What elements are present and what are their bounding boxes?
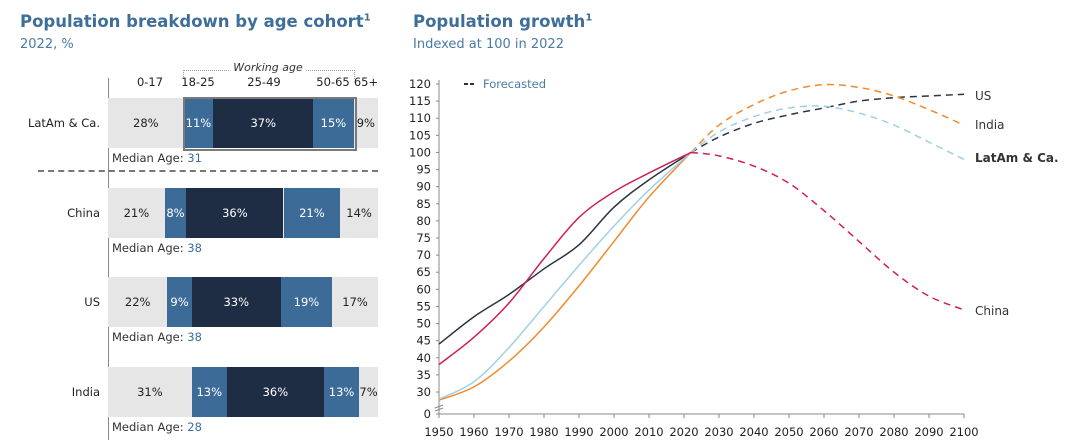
x-tick-label: 1970 xyxy=(494,425,523,439)
right-subtitle: Indexed at 100 in 2022 xyxy=(413,37,564,52)
bar-segment-25-49: 36% xyxy=(186,188,284,238)
working-age-label: Working age xyxy=(230,61,306,74)
bar-segment-65+: 9% xyxy=(353,98,378,148)
column-header-0-17: 0-17 xyxy=(136,75,164,89)
series-India-forecast xyxy=(690,83,965,153)
working-age-highlight-box xyxy=(182,97,357,151)
series-LatAm & Ca.-historical xyxy=(438,151,692,400)
y-tick-label: 40 xyxy=(416,351,431,365)
median-age: Median Age: 38 xyxy=(112,241,202,255)
bar-segment-0-17: 21% xyxy=(108,188,165,238)
y-tick-label: 0 xyxy=(424,407,431,421)
y-tick-label: 70 xyxy=(416,248,431,262)
bar-segment-0-17: 31% xyxy=(108,367,192,417)
y-tick-label: 105 xyxy=(409,128,431,142)
footnote-marker: 1 xyxy=(363,12,371,24)
y-tick-label: 65 xyxy=(416,265,431,279)
left-title: Population breakdown by age cohort1 xyxy=(20,12,371,31)
bar-segment-0-17: 28% xyxy=(108,98,184,148)
x-tick-label: 1960 xyxy=(459,425,488,439)
bar-segment-18-25: 11% xyxy=(183,98,214,148)
x-tick-label: 2040 xyxy=(739,425,768,439)
right-title-text: Population growth xyxy=(413,12,586,31)
bar-segment-25-49: 36% xyxy=(226,367,324,417)
bar-segment-18-25: 8% xyxy=(164,188,187,238)
series-label: LatAm & Ca. xyxy=(975,151,1059,165)
legend-forecasted: Forecasted xyxy=(483,77,546,91)
row-label: India xyxy=(71,385,100,399)
x-tick-label: 1990 xyxy=(564,425,593,439)
y-tick-label: 90 xyxy=(416,180,431,194)
bar-segment-25-49: 33% xyxy=(191,277,281,327)
y-tick-label: 30 xyxy=(416,385,431,399)
median-age: Median Age: 28 xyxy=(112,420,202,434)
bar-segment-18-25: 13% xyxy=(191,367,227,417)
x-tick-label: 1980 xyxy=(529,425,558,439)
series-label: India xyxy=(975,118,1004,132)
y-tick-label: 60 xyxy=(416,282,431,296)
bar-segment-0-17: 22% xyxy=(108,277,168,327)
y-tick-label: 100 xyxy=(409,145,431,159)
x-tick-label: 1950 xyxy=(424,425,453,439)
x-tick-label: 2100 xyxy=(949,425,978,439)
bar-segment-50-65: 21% xyxy=(283,188,341,238)
row-label: US xyxy=(84,295,100,309)
row-label: LatAm & Ca. xyxy=(27,116,100,130)
series-US-historical xyxy=(438,151,692,345)
x-tick-label: 2020 xyxy=(669,425,698,439)
bar-segment-50-65: 19% xyxy=(280,277,333,327)
bar-segment-18-25: 9% xyxy=(167,277,192,327)
series-China-forecast xyxy=(690,151,965,311)
left-subtitle: 2022, % xyxy=(20,37,74,52)
bar-segment-65+: 14% xyxy=(340,188,378,238)
series-LatAm & Ca.-forecast xyxy=(690,105,965,160)
column-header-25-49: 25-49 xyxy=(247,75,281,89)
y-tick-label: 55 xyxy=(416,299,431,313)
bar-segment-50-65: 13% xyxy=(324,367,360,417)
axis-break-icon xyxy=(434,404,444,412)
separator-dashed-line xyxy=(38,170,378,172)
x-tick-label: 2010 xyxy=(634,425,663,439)
y-tick-label: 35 xyxy=(416,368,431,382)
column-header-18-25: 18-25 xyxy=(181,75,215,89)
x-tick-label: 2000 xyxy=(599,425,628,439)
y-tick-label: 45 xyxy=(416,334,431,348)
column-header-65+: 65+ xyxy=(353,75,379,89)
series-China-historical xyxy=(438,151,692,366)
bar-segment-50-65: 15% xyxy=(313,98,354,148)
median-age: Median Age: 38 xyxy=(112,330,202,344)
right-title: Population growth1 xyxy=(413,12,592,31)
y-tick-label: 50 xyxy=(416,317,431,331)
footnote-marker: 1 xyxy=(585,12,593,24)
y-tick-label: 80 xyxy=(416,214,431,228)
y-tick-label: 115 xyxy=(409,94,431,108)
bar-segment-65+: 17% xyxy=(332,277,378,327)
column-header-50-65: 50-65 xyxy=(316,75,350,89)
x-tick-label: 2060 xyxy=(809,425,838,439)
y-tick-label: 120 xyxy=(409,77,431,91)
bar-segment-25-49: 37% xyxy=(213,98,314,148)
series-India-historical xyxy=(438,151,692,401)
median-age: Median Age: 31 xyxy=(112,151,202,165)
y-tick-label: 110 xyxy=(409,111,431,125)
x-tick-label: 2080 xyxy=(879,425,908,439)
series-label: China xyxy=(975,304,1009,318)
row-label: China xyxy=(67,206,100,220)
y-tick-label: 95 xyxy=(416,163,431,177)
x-tick-label: 2070 xyxy=(844,425,873,439)
y-tick-label: 85 xyxy=(416,197,431,211)
series-label: US xyxy=(975,89,991,103)
axis-line xyxy=(108,78,109,440)
x-tick-label: 2030 xyxy=(704,425,733,439)
left-title-text: Population breakdown by age cohort xyxy=(20,12,364,31)
series-US-forecast xyxy=(690,93,965,154)
bar-segment-65+: 7% xyxy=(359,367,378,417)
y-tick-label: 75 xyxy=(416,231,431,245)
x-tick-label: 2050 xyxy=(774,425,803,439)
x-tick-label: 2090 xyxy=(914,425,943,439)
